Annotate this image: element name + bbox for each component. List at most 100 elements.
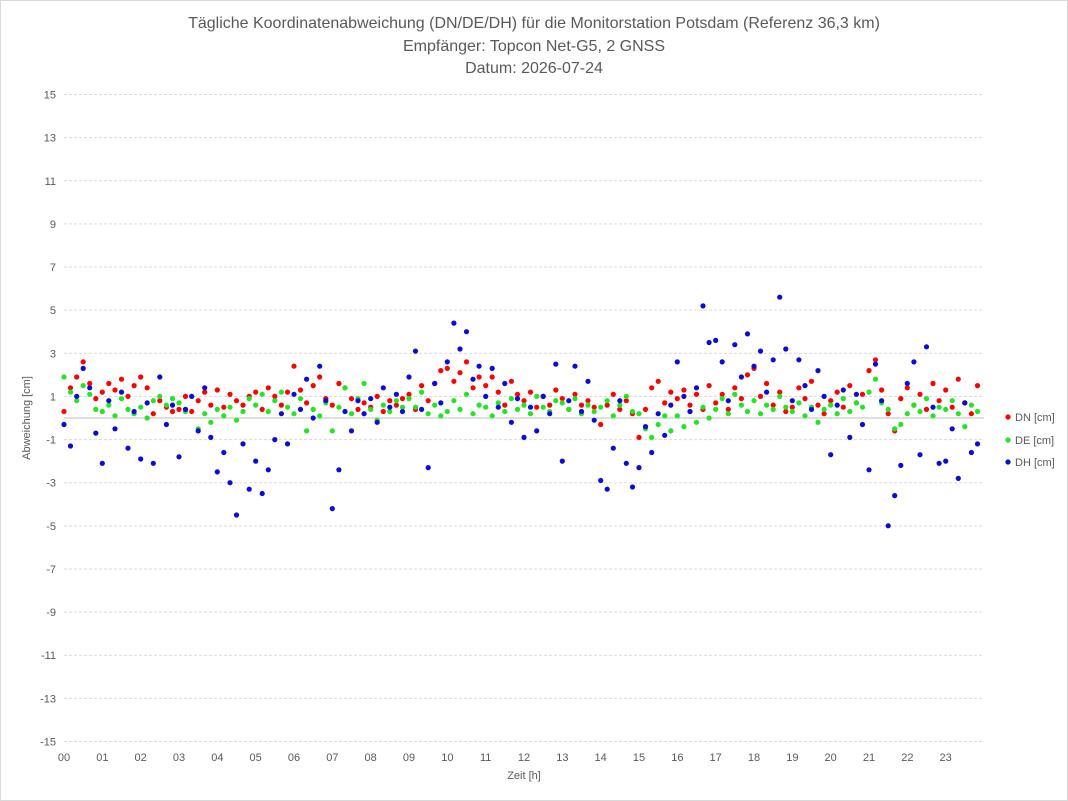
point-de xyxy=(221,413,227,419)
point-dh xyxy=(808,406,815,412)
point-dn xyxy=(317,374,323,380)
point-dh xyxy=(189,393,195,399)
point-dh xyxy=(214,469,220,475)
y-axis-title: Abweichung [cm] xyxy=(21,376,33,460)
point-de xyxy=(144,415,150,421)
point-dn xyxy=(80,359,86,365)
point-de xyxy=(329,428,335,434)
point-de xyxy=(233,417,240,423)
point-de xyxy=(432,402,438,408)
point-dn xyxy=(585,398,591,404)
point-de xyxy=(713,406,719,412)
point-dn xyxy=(265,385,271,391)
x-tick-label: 20 xyxy=(825,752,837,764)
legend-item-dn: DN [cm] xyxy=(1005,412,1055,424)
point-de xyxy=(955,411,961,417)
point-dn xyxy=(527,389,534,395)
point-dh xyxy=(502,380,508,387)
point-de xyxy=(527,411,534,417)
point-dn xyxy=(221,404,227,410)
point-dh xyxy=(898,462,904,468)
x-tick-label: 13 xyxy=(556,752,568,764)
point-de xyxy=(911,402,917,408)
y-tick-label: -15 xyxy=(40,737,56,749)
point-dn xyxy=(713,400,719,406)
x-tick-label: 11 xyxy=(480,752,491,764)
point-dn xyxy=(514,391,521,397)
point-dn xyxy=(936,398,942,404)
point-de xyxy=(118,396,125,402)
point-de xyxy=(419,389,425,395)
point-dh xyxy=(662,432,668,438)
point-dh xyxy=(457,346,463,352)
point-dn xyxy=(617,406,623,412)
y-tick-label: 9 xyxy=(50,219,56,231)
point-de xyxy=(483,404,489,410)
point-de xyxy=(859,404,866,410)
point-dn xyxy=(272,393,278,399)
y-tick-label: 11 xyxy=(45,176,56,188)
point-dn xyxy=(828,398,834,404)
point-dh xyxy=(265,467,271,473)
point-dn xyxy=(304,400,310,406)
point-de xyxy=(847,408,853,415)
point-dh xyxy=(764,389,770,395)
point-de xyxy=(521,402,527,408)
point-dh xyxy=(853,391,860,397)
point-de xyxy=(451,398,457,404)
point-de xyxy=(598,404,604,410)
point-de xyxy=(693,419,700,425)
point-dh xyxy=(700,303,706,309)
point-de xyxy=(438,413,444,419)
point-dn xyxy=(176,406,182,412)
point-de xyxy=(559,400,565,406)
point-layer xyxy=(61,294,981,529)
point-dh xyxy=(514,396,521,402)
point-dn xyxy=(131,383,137,389)
point-dn xyxy=(642,406,649,412)
point-dh xyxy=(195,428,201,434)
point-dh xyxy=(80,365,86,371)
point-de xyxy=(514,406,521,412)
point-de xyxy=(406,396,412,402)
point-dn xyxy=(310,383,316,389)
point-dh xyxy=(866,467,872,473)
point-dn xyxy=(195,398,201,404)
point-dh xyxy=(74,393,80,399)
point-dh xyxy=(789,398,795,404)
point-dh xyxy=(227,480,233,486)
point-dn xyxy=(74,374,80,380)
point-dh xyxy=(744,331,751,337)
point-dh xyxy=(796,357,802,363)
point-dh xyxy=(259,490,265,497)
point-dh xyxy=(828,452,834,458)
point-dh xyxy=(138,456,144,462)
point-dn xyxy=(169,408,176,415)
point-de xyxy=(387,408,393,415)
point-de xyxy=(125,406,131,412)
point-dh xyxy=(118,389,125,395)
point-dn xyxy=(425,398,431,404)
point-dn xyxy=(706,383,712,389)
point-dn xyxy=(591,404,597,410)
point-dn xyxy=(898,396,904,402)
point-dn xyxy=(214,387,220,393)
x-axis-title: Zeit [h] xyxy=(507,770,541,782)
point-dn xyxy=(380,408,386,415)
point-dn xyxy=(150,411,156,417)
point-dn xyxy=(470,385,476,391)
point-dn xyxy=(904,385,910,391)
point-de xyxy=(623,393,629,399)
point-dn xyxy=(719,391,725,397)
point-dn xyxy=(604,402,610,408)
point-dh xyxy=(674,359,680,365)
point-dh xyxy=(278,411,284,417)
point-dh xyxy=(636,465,642,471)
point-dn xyxy=(777,389,783,395)
point-dh xyxy=(470,376,476,382)
point-dn xyxy=(297,387,304,393)
point-de xyxy=(757,411,764,417)
point-dn xyxy=(208,402,214,408)
point-de xyxy=(732,391,738,397)
point-de xyxy=(227,404,233,410)
